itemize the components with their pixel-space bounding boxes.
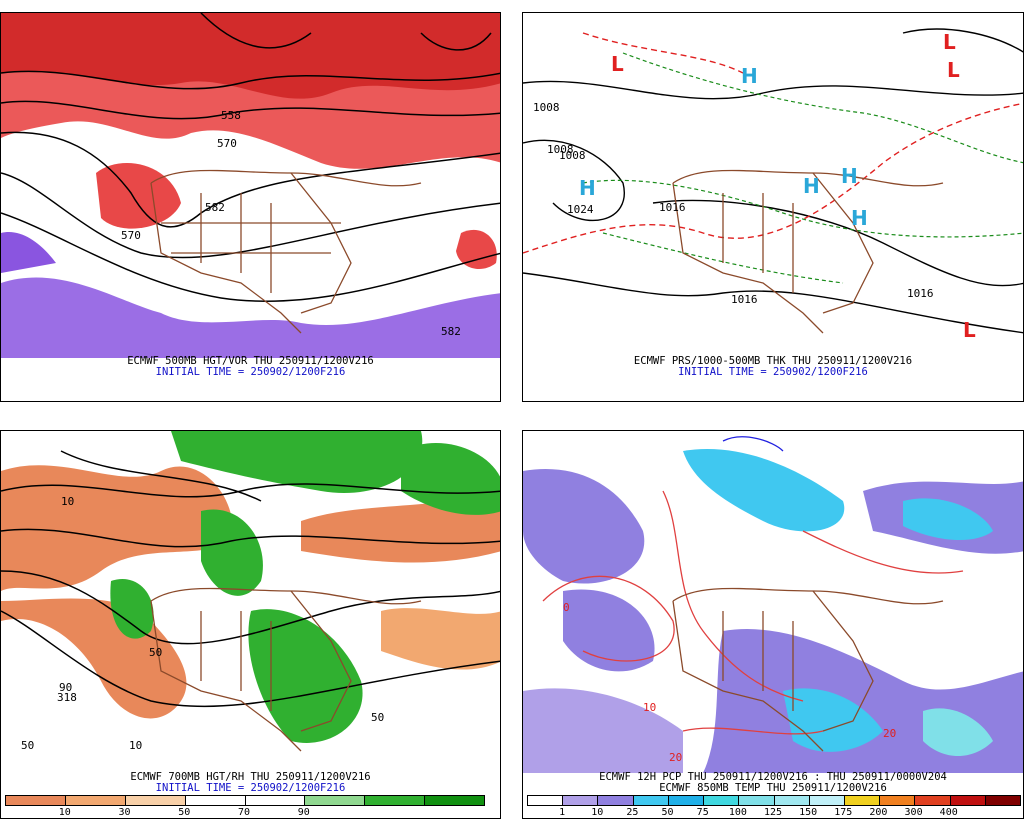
temp-label: 0 (563, 601, 570, 614)
legend-swatch (425, 796, 484, 805)
legend-swatch (6, 796, 66, 805)
rh-color-legend (5, 795, 485, 806)
low-pressure-symbol: L (963, 318, 976, 342)
temp-label: 20 (669, 751, 682, 764)
legend-swatch (668, 796, 705, 805)
low-pressure-symbol: L (611, 52, 624, 76)
temp-label: 20 (883, 727, 896, 740)
panel-init-time: INITIAL TIME = 250902/1200F216 (155, 782, 346, 794)
legend-tick-label: 100 (728, 807, 747, 818)
panel-pcp-850mb-temp: 20 20 10 0 ECMWF 12H PCP THU 250911/1200… (522, 430, 1024, 819)
legend-tick-label: 50 (661, 807, 674, 818)
contour-label: 582 (205, 201, 225, 214)
legend-tick-label: 30 (118, 807, 131, 818)
contour-label: 570 (121, 229, 141, 242)
isobar-label: 1016 (731, 293, 758, 306)
pcp-color-legend (527, 795, 1021, 806)
legend-tick-label: 1 (559, 807, 566, 818)
legend-swatch (844, 796, 881, 805)
legend-tick-label: 75 (696, 807, 709, 818)
contour-label: 570 (217, 137, 237, 150)
rh-label: 50 (21, 739, 34, 752)
rh-label: 318 (57, 691, 77, 704)
high-pressure-symbol: H (841, 164, 858, 188)
legend-swatch (65, 796, 126, 805)
contour-label: 582 (441, 325, 461, 338)
legend-tick-label: 70 (237, 807, 251, 818)
legend-tick-label: 10 (58, 807, 71, 818)
legend-tick-label: 25 (626, 807, 639, 818)
legend-tick-label: 150 (799, 807, 818, 818)
rh-label: 50 (149, 646, 162, 659)
legend-tick-label: 90 (297, 807, 310, 818)
map-700mb: 10 50 90 50 10 50 318 (1, 431, 500, 773)
rh-label: 10 (61, 495, 74, 508)
legend-swatch (245, 796, 306, 805)
contour-label: 558 (221, 109, 241, 122)
legend-tick-label: 300 (904, 807, 923, 818)
panel-init-time: INITIAL TIME = 250902/1200F216 (678, 366, 868, 378)
legend-swatch (185, 796, 246, 805)
legend-swatch (125, 796, 186, 805)
map-prs-thk: L L L L H H H H H 1008 1008 1024 1016 10… (523, 13, 1023, 358)
legend-swatch (598, 796, 634, 805)
rh-label: 50 (371, 711, 384, 724)
isobar-label: 1008 (559, 149, 586, 162)
isobar-label: 1016 (659, 201, 686, 214)
legend-swatch (704, 796, 740, 805)
map-500mb: 558 570 582 570 582 (1, 13, 500, 358)
temp-label: 10 (643, 701, 656, 714)
legend-swatch (305, 796, 366, 805)
legend-tick-label: 50 (178, 807, 191, 818)
panel-prs-thickness: L L L L H H H H H 1008 1008 1024 1016 10… (522, 12, 1024, 402)
legend-swatch (915, 796, 951, 805)
high-pressure-symbol: H (803, 174, 820, 198)
panel-700mb-hgt-rh: 10 50 90 50 10 50 318 ECMWF 700MB HGT/RH… (0, 430, 501, 819)
legend-swatch (985, 796, 1021, 805)
isobar-label: 1016 (907, 287, 934, 300)
high-pressure-symbol: H (579, 176, 596, 200)
high-pressure-symbol: H (741, 64, 758, 88)
legend-swatch (365, 796, 426, 805)
legend-swatch (528, 796, 564, 805)
legend-swatch (880, 796, 916, 805)
legend-tick-label: 10 (591, 807, 604, 818)
panel-init-time: INITIAL TIME = 250902/1200F216 (155, 366, 346, 378)
panel-500mb-hgt-vor: 558 570 582 570 582 ECMWF 500MB HGT/VOR … (0, 12, 501, 402)
legend-swatch (809, 796, 845, 805)
legend-swatch (633, 796, 669, 805)
legend-tick-label: 200 (869, 807, 888, 818)
low-pressure-symbol: L (947, 58, 960, 82)
legend-tick-label: 125 (763, 807, 783, 818)
high-pressure-symbol: H (851, 206, 868, 230)
rh-label: 90 (59, 681, 72, 694)
map-pcp: 20 20 10 0 (523, 431, 1023, 773)
legend-tick-label: 175 (834, 807, 853, 818)
legend-swatch (563, 796, 599, 805)
isobar-label: 1008 (533, 101, 560, 114)
low-pressure-symbol: L (943, 30, 956, 54)
legend-swatch (739, 796, 775, 805)
legend-swatch (950, 796, 986, 805)
isobar-label: 1008 (547, 143, 574, 156)
pcp-legend-ticks: 1 10 25 50 75 100 125 150 175 200 300 400 (527, 807, 1019, 818)
panel-subcaption: ECMWF 850MB TEMP THU 250911/1200V216 (659, 782, 887, 794)
panel-caption: ECMWF PRS/1000-500MB THK THU 250911/1200… (633, 355, 913, 367)
rh-legend-ticks: 10 30 50 70 90 (5, 807, 483, 818)
panel-caption: ECMWF 500MB HGT/VOR THU 250911/1200V216 (127, 355, 374, 367)
panel-caption: ECMWF 700MB HGT/RH THU 250911/1200V216 (130, 771, 371, 783)
panel-caption: ECMWF 12H PCP THU 250911/1200V216 : THU … (599, 771, 947, 783)
isobar-label: 1024 (567, 203, 594, 216)
legend-swatch (774, 796, 810, 805)
legend-tick-label: 400 (939, 807, 958, 818)
rh-label: 10 (129, 739, 142, 752)
